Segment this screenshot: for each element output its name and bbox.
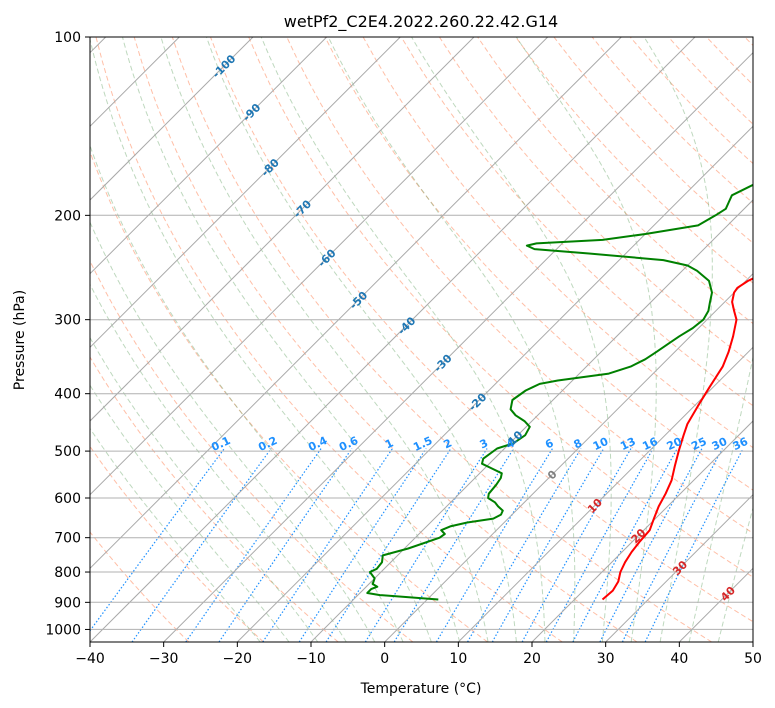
x-tick-label: 0 bbox=[380, 651, 389, 667]
plot-frame bbox=[89, 36, 754, 643]
x-axis-label: Temperature (°C) bbox=[360, 681, 482, 697]
mixing-ratio-line bbox=[131, 448, 272, 642]
mixing-ratio-label: 36 bbox=[731, 435, 751, 453]
isotherm bbox=[310, 199, 753, 642]
x-tick-label: −20 bbox=[223, 651, 253, 667]
moist-adiabat bbox=[90, 384, 290, 642]
moist-adiabat bbox=[643, 37, 713, 642]
x-tick-label: −10 bbox=[296, 651, 326, 667]
isotherm bbox=[384, 272, 753, 642]
mixing-ratio-line bbox=[393, 448, 515, 642]
mixing-ratio-line bbox=[621, 448, 723, 642]
mixing-ratio-line bbox=[599, 448, 703, 642]
moist-adiabat bbox=[411, 37, 612, 642]
moist-adiabat bbox=[90, 336, 319, 642]
mixing-ratio-label: 20 bbox=[665, 435, 685, 453]
dry-adiabat bbox=[400, 37, 753, 407]
mixing-ratio-line bbox=[435, 448, 554, 642]
y-tick-label: 1000 bbox=[45, 622, 81, 638]
y-tick-label: 300 bbox=[54, 313, 81, 329]
temperature-line bbox=[601, 277, 753, 601]
isotherm bbox=[90, 37, 254, 201]
mixing-ratio-line bbox=[364, 448, 488, 642]
x-tick-label: −30 bbox=[149, 651, 179, 667]
y-tick-label: 700 bbox=[54, 531, 81, 547]
mixing-ratio-line bbox=[90, 448, 225, 632]
y-tick-label: 400 bbox=[54, 387, 81, 403]
y-tick-label: 100 bbox=[54, 30, 81, 46]
mixing-ratio-label: 10 bbox=[591, 435, 611, 453]
y-axis-label: Pressure (hPa) bbox=[12, 290, 28, 390]
dry-adiabat bbox=[171, 37, 712, 642]
isotherm bbox=[457, 346, 753, 642]
dry-adiabat bbox=[95, 37, 563, 642]
isotherms bbox=[90, 37, 753, 642]
isotherm bbox=[90, 37, 475, 422]
y-tick-label: 500 bbox=[54, 444, 81, 460]
mixing-ratio-line bbox=[185, 448, 322, 642]
plot-area: 0.1 0.2 0.4 0.6 1 1.5 2 3 4 6 8 10 13 16 20 25 30 36-100-… bbox=[90, 37, 753, 642]
mixing-ratio-line bbox=[466, 448, 582, 642]
dry-adiabat bbox=[324, 37, 753, 491]
x-axis-ticks: −40 −30 −20 −10 0 10 20 30 40 50 bbox=[75, 642, 762, 667]
isotherm bbox=[90, 37, 549, 496]
chart-title: wetPf2_C2E4.2022.260.22.42.G14 bbox=[284, 12, 558, 32]
dry-adiabat bbox=[90, 356, 339, 642]
x-tick-label: 50 bbox=[744, 651, 762, 667]
y-tick-label: 200 bbox=[54, 208, 81, 224]
x-tick-label: 30 bbox=[597, 651, 615, 667]
dry-adiabat bbox=[248, 37, 753, 578]
mixing-ratio-line bbox=[262, 448, 393, 642]
moist-adiabat bbox=[160, 37, 489, 642]
dry-adiabat bbox=[210, 37, 753, 623]
mixing-ratio-label: 16 bbox=[640, 435, 660, 453]
moist-adiabat bbox=[205, 37, 517, 642]
mixing-ratio-label: 25 bbox=[689, 435, 708, 453]
mixing-ratio-label: 30 bbox=[710, 435, 730, 453]
moist-adiabat bbox=[90, 144, 404, 642]
dewpoint-line bbox=[366, 183, 753, 601]
moist-adiabat bbox=[122, 37, 461, 642]
moist-adiabat bbox=[515, 37, 657, 642]
moist-adiabat bbox=[90, 37, 432, 642]
moist-adiabat bbox=[260, 37, 546, 642]
y-tick-label: 800 bbox=[54, 565, 81, 581]
y-tick-label: 600 bbox=[54, 491, 81, 507]
moist-adiabat bbox=[717, 506, 753, 642]
isotherm bbox=[163, 51, 753, 642]
y-axis-ticks: 100 200 300 400 500 600 700 800 900 1000 bbox=[45, 30, 90, 638]
moist-adiabat bbox=[688, 355, 753, 642]
dry-adiabat bbox=[133, 37, 638, 642]
pressure-gridlines bbox=[90, 37, 753, 630]
moist-adiabat bbox=[90, 427, 261, 642]
moist-adiabats bbox=[90, 37, 753, 642]
mixing-ratio-lines bbox=[90, 448, 744, 642]
dry-adiabat bbox=[438, 37, 753, 366]
isotherm bbox=[90, 37, 401, 349]
isotherm bbox=[605, 493, 753, 642]
isotherm bbox=[531, 420, 753, 642]
moist-adiabat bbox=[90, 220, 376, 642]
mixing-ratio-line bbox=[491, 448, 605, 642]
dry-adiabat bbox=[515, 37, 753, 284]
moist-adiabat bbox=[90, 283, 347, 642]
mixing-ratio-line bbox=[325, 448, 452, 642]
mixing-ratio-line bbox=[218, 448, 353, 642]
profile-series bbox=[366, 183, 753, 601]
isotherm bbox=[90, 37, 622, 570]
x-tick-label: 20 bbox=[523, 651, 541, 667]
x-tick-label: −40 bbox=[75, 651, 105, 667]
x-tick-label: 10 bbox=[449, 651, 467, 667]
isotherm bbox=[90, 37, 696, 642]
mixing-ratio-line bbox=[298, 448, 427, 642]
x-tick-label: 40 bbox=[670, 651, 688, 667]
y-tick-label: 900 bbox=[54, 595, 81, 611]
dry-adiabat bbox=[90, 445, 264, 642]
dry-adiabat bbox=[90, 531, 190, 642]
mixing-ratio-label: 13 bbox=[618, 435, 637, 453]
isotherm bbox=[90, 37, 328, 275]
isotherm bbox=[236, 125, 753, 642]
